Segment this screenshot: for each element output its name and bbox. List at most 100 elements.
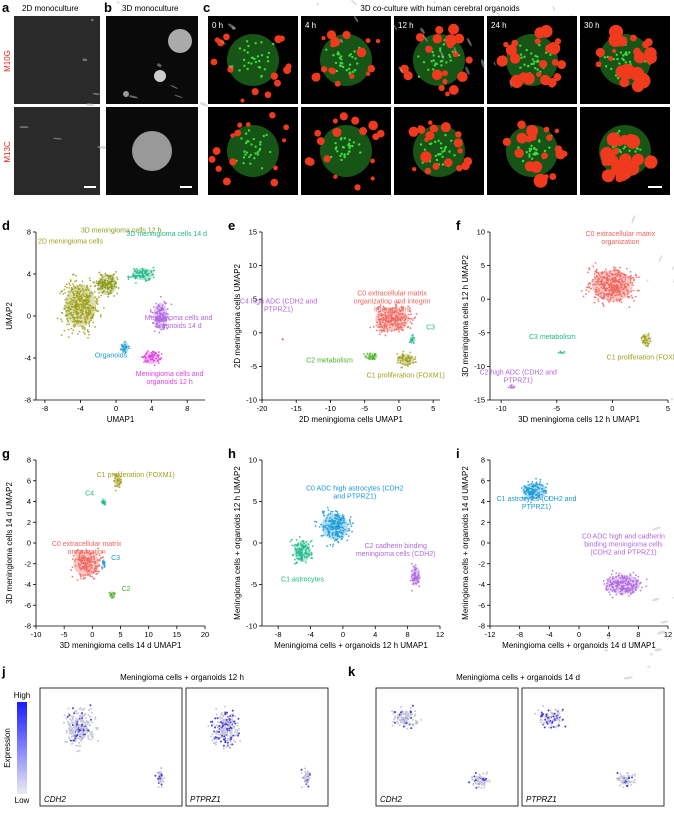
cell-point bbox=[619, 773, 621, 775]
green-cell bbox=[336, 150, 338, 152]
green-cell bbox=[349, 64, 351, 66]
cell-point bbox=[220, 713, 222, 715]
cell-point bbox=[87, 721, 89, 723]
green-cell bbox=[243, 49, 245, 51]
green-cell bbox=[257, 153, 259, 155]
green-cell bbox=[349, 71, 351, 73]
y-tick-label: 4 bbox=[27, 497, 31, 506]
cell-point bbox=[558, 720, 560, 722]
cell-point bbox=[76, 734, 78, 736]
red-cell bbox=[215, 37, 220, 42]
red-cell bbox=[357, 48, 367, 58]
y-tick-label: -2 bbox=[24, 559, 31, 568]
cell-point bbox=[618, 778, 620, 780]
cell bbox=[670, 398, 673, 402]
cell-point bbox=[157, 778, 159, 780]
x-tick-label: 5 bbox=[666, 404, 670, 413]
green-cell bbox=[265, 134, 267, 136]
green-cell bbox=[353, 50, 355, 52]
cell bbox=[117, 1, 120, 3]
cell-point bbox=[77, 745, 79, 747]
cell-point bbox=[588, 291, 590, 293]
cell-point bbox=[220, 728, 222, 730]
green-cell bbox=[629, 61, 631, 63]
cell-point bbox=[346, 539, 348, 541]
cell-point bbox=[414, 713, 416, 715]
red-cell bbox=[432, 70, 443, 81]
cell-point bbox=[306, 783, 308, 785]
x-tick-label: 0 bbox=[397, 404, 401, 413]
cell-point bbox=[540, 479, 542, 481]
cell-point bbox=[323, 534, 325, 536]
red-cell bbox=[223, 34, 230, 41]
green-cell bbox=[348, 54, 350, 56]
cell-point bbox=[629, 781, 631, 783]
cell-point bbox=[210, 735, 212, 737]
green-cell bbox=[334, 142, 336, 144]
cluster-label: C3 bbox=[111, 555, 120, 562]
cell-point bbox=[539, 719, 541, 721]
red-cell bbox=[371, 176, 375, 180]
green-cell bbox=[634, 150, 636, 152]
cell-point bbox=[549, 720, 551, 722]
cell-point bbox=[409, 351, 411, 353]
y-tick-label: 6 bbox=[481, 476, 485, 485]
y-tick-label: 6 bbox=[27, 476, 31, 485]
cell-point bbox=[224, 719, 226, 721]
cell-point bbox=[350, 523, 352, 525]
red-cell bbox=[454, 138, 463, 147]
cell-point bbox=[615, 572, 617, 574]
cell-point bbox=[412, 334, 414, 336]
cell-point bbox=[414, 710, 416, 712]
green-cell bbox=[258, 66, 260, 68]
x-tick-label: -4 bbox=[546, 630, 553, 639]
panel-letter: f bbox=[456, 218, 461, 233]
cell-point bbox=[537, 709, 539, 711]
cell-point bbox=[222, 715, 224, 717]
cell-point bbox=[92, 321, 94, 323]
green-cell bbox=[354, 57, 356, 59]
cluster-label: C1 astrocytes (CDH2 andPTPRZ1) bbox=[497, 496, 577, 511]
spheroid bbox=[168, 29, 192, 53]
green-cell bbox=[243, 150, 245, 152]
cell-point bbox=[62, 293, 64, 295]
x-tick-label: -12 bbox=[485, 630, 496, 639]
red-cell bbox=[213, 147, 221, 155]
y-tick-label: -10 bbox=[246, 396, 257, 405]
green-cell bbox=[448, 150, 450, 152]
cell-point bbox=[299, 536, 301, 538]
cell-point bbox=[399, 720, 401, 722]
cell-point bbox=[613, 266, 615, 268]
cell-point bbox=[76, 718, 78, 720]
green-cell bbox=[257, 151, 259, 153]
cell-point bbox=[310, 557, 312, 559]
cell-point bbox=[76, 723, 78, 725]
cell-point bbox=[634, 773, 636, 775]
panel-letter: k bbox=[348, 664, 356, 679]
panel-title: Meningioma cells + organoids 14 d bbox=[456, 673, 580, 682]
red-cell bbox=[425, 46, 432, 53]
y-tick-label: 0 bbox=[27, 539, 31, 548]
cell-point bbox=[68, 738, 70, 740]
cell-point bbox=[64, 292, 66, 294]
cell-point bbox=[227, 739, 229, 741]
cell-point bbox=[239, 740, 241, 742]
x-tick-label: 0 bbox=[610, 404, 614, 413]
red-cell bbox=[555, 145, 563, 153]
cell-point bbox=[603, 583, 605, 585]
panel-letter: g bbox=[2, 446, 10, 461]
x-tick-label: 0 bbox=[90, 630, 94, 639]
x-tick-label: 0 bbox=[114, 404, 118, 413]
green-cell bbox=[431, 60, 433, 62]
cell-point bbox=[70, 727, 72, 729]
cell-point bbox=[328, 509, 330, 511]
cell-point bbox=[631, 297, 633, 299]
cell-point bbox=[69, 730, 71, 732]
y-tick-label: 2 bbox=[481, 518, 485, 527]
cell-point bbox=[630, 784, 632, 786]
cell-point bbox=[89, 725, 91, 727]
cell-point bbox=[84, 333, 86, 335]
cell-point bbox=[67, 716, 69, 718]
cell-point bbox=[636, 276, 638, 278]
